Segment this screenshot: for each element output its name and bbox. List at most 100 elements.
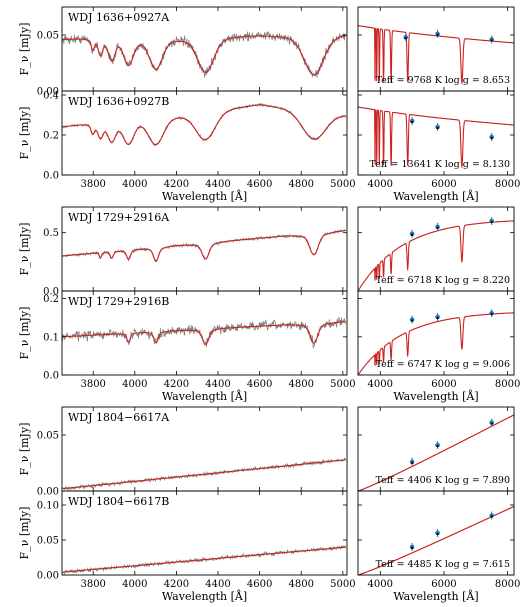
- sed-x-tick-label: 4000: [368, 379, 393, 390]
- x-tick-label: 4600: [247, 579, 272, 590]
- y-tick-label: 0.00: [37, 87, 59, 98]
- sed-model-curve: [357, 414, 515, 492]
- synthetic-photometry: [490, 313, 493, 316]
- x-tick-label: 4000: [122, 379, 147, 390]
- y-tick-label: 0.4: [43, 91, 59, 102]
- sed-frame: [357, 90, 515, 176]
- y-tick-label: 0.0: [43, 371, 59, 382]
- synthetic-photometry: [411, 461, 414, 464]
- sed-panel-2-0: Teff = 4406 K log g = 7.890: [357, 406, 515, 492]
- x-tick-label: 3800: [80, 179, 105, 190]
- synthetic-photometry: [436, 444, 439, 448]
- y-tick-label: 0.0: [43, 171, 59, 182]
- observed-spectrum: [61, 31, 347, 78]
- x-axis-label: Wavelength [Å]: [162, 389, 247, 403]
- fit-parameters: Teff = 4485 K log g = 7.615: [376, 559, 510, 570]
- y-axis-label: F_ν [mJy]: [18, 307, 31, 360]
- panel-frame: [61, 90, 348, 176]
- x-tick-label: 4200: [164, 179, 189, 190]
- x-tick-label: 4400: [205, 379, 230, 390]
- fit-parameters: Teff = 4406 K log g = 7.890: [376, 475, 510, 486]
- model-spectrum: [63, 230, 346, 262]
- y-tick-label: 0.0: [43, 287, 59, 298]
- sed-x-tick-label: 4000: [368, 579, 393, 590]
- synthetic-photometry: [436, 532, 439, 536]
- y-tick-label: 0.00: [37, 487, 59, 498]
- x-tick-label: 4600: [247, 379, 272, 390]
- star-label: WDJ 1804−6617B: [68, 495, 169, 508]
- model-spectrum: [62, 321, 346, 346]
- sed-x-tick-label: 8000: [495, 579, 520, 590]
- sed-model-curve: [357, 220, 514, 292]
- spectrum-panel-2-1: 0.00 0.05 0.10 3800 4000 4200 4400 4600 4800 5000…: [18, 490, 356, 590]
- synthetic-photometry: [490, 220, 493, 224]
- y-tick-label: 0.1: [43, 332, 59, 343]
- x-tick-label: 4600: [247, 179, 272, 190]
- spectrum-panel-0-0: 0.00 0.05 WDJ 1636+0927A F_ν [mJy]: [18, 6, 348, 98]
- x-axis-label: Wavelength [Å]: [162, 589, 247, 603]
- spectrum-panel-1-0: 0.0 0.5 WDJ 1729+2916A F_ν [mJy]: [18, 206, 348, 298]
- synthetic-photometry: [411, 546, 414, 550]
- spectrum-panel-0-1: 0.0 0.2 0.4 3800 4000 4200 4400 4600 4800 5000 WDJ…: [18, 91, 356, 191]
- sed-panel-2-1: 4000 6000 8000 Teff = 4485 K log g = 7.615: [357, 490, 520, 590]
- star-label: WDJ 1729+2916A: [68, 211, 170, 224]
- fit-parameters: Teff = 6718 K log g = 8.220: [376, 275, 510, 286]
- model-spectrum: [62, 104, 346, 146]
- y-axis-label: F_ν [mJy]: [18, 23, 31, 76]
- sed-frame: [357, 290, 515, 376]
- spectrum-panel-1-1: 0.0 0.1 0.2 3800 4000 4200 4400 4600 4800 5000 WDJ…: [18, 290, 356, 390]
- x-tick-label: 5000: [330, 379, 355, 390]
- fit-parameters: Teff = 13641 K log g = 8.130: [370, 159, 510, 170]
- y-tick-label: 0.05: [37, 536, 59, 547]
- synthetic-photometry: [411, 233, 414, 236]
- synthetic-photometry: [436, 126, 439, 130]
- synthetic-photometry: [436, 316, 439, 320]
- sed-panel-1-1: 4000 6000 8000 Teff = 6747 K log g = 9.006: [357, 290, 520, 390]
- sed-model-curve: [357, 505, 515, 576]
- y-axis-label: F_ν [mJy]: [18, 423, 31, 476]
- sed-x-tick-label: 6000: [431, 179, 456, 190]
- x-axis-label: Wavelength [Å]: [162, 189, 247, 203]
- panel-frame: [61, 490, 348, 576]
- y-tick-label: 0.5: [43, 228, 59, 239]
- sed-x-tick-label: 8000: [495, 379, 520, 390]
- sed-frame: [357, 490, 515, 576]
- star-label: WDJ 1636+0927A: [68, 11, 170, 24]
- y-tick-label: 0.2: [43, 131, 59, 142]
- x-tick-label: 3800: [80, 579, 105, 590]
- x-tick-label: 4800: [289, 379, 314, 390]
- star-label: WDJ 1729+2916B: [68, 295, 169, 308]
- synthetic-photometry: [436, 226, 439, 229]
- model-spectrum: [62, 35, 346, 76]
- x-tick-label: 4000: [122, 579, 147, 590]
- model-spectrum: [62, 459, 346, 490]
- panel-frame: [61, 290, 348, 376]
- sed-x-tick-label: 6000: [431, 579, 456, 590]
- y-tick-label: 0.05: [37, 431, 59, 442]
- sed-model-curve: [357, 106, 515, 169]
- x-tick-label: 3800: [80, 379, 105, 390]
- synthetic-photometry: [404, 37, 407, 40]
- y-tick-label: 0.10: [37, 501, 59, 512]
- x-tick-label: 4400: [205, 579, 230, 590]
- synthetic-photometry: [490, 515, 493, 518]
- x-tick-label: 5000: [330, 179, 355, 190]
- y-axis-label: F_ν [mJy]: [18, 107, 31, 160]
- sed-x-axis-label: Wavelength [Å]: [393, 189, 478, 203]
- x-tick-label: 4000: [122, 179, 147, 190]
- sed-x-axis-label: Wavelength [Å]: [393, 589, 478, 603]
- y-tick-label: 0.2: [43, 294, 59, 305]
- x-tick-label: 4200: [164, 579, 189, 590]
- x-tick-label: 4800: [289, 179, 314, 190]
- sed-panel-0-0: Teff = 9768 K log g = 8.653: [357, 6, 515, 92]
- star-label: WDJ 1804−6617A: [68, 411, 170, 424]
- fit-parameters: Teff = 6747 K log g = 9.006: [376, 359, 510, 370]
- x-tick-label: 5000: [330, 579, 355, 590]
- synthetic-photometry: [490, 422, 493, 425]
- sed-panel-1-0: Teff = 6718 K log g = 8.220: [357, 206, 515, 292]
- synthetic-photometry: [411, 120, 414, 124]
- y-axis-label: F_ν [mJy]: [18, 507, 31, 560]
- sed-model-curve: [357, 312, 514, 376]
- synthetic-photometry: [436, 33, 439, 36]
